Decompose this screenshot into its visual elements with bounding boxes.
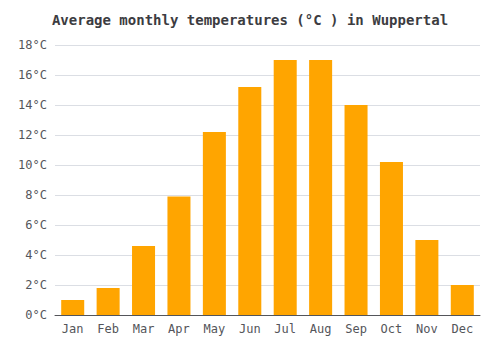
svg-text:18°C: 18°C <box>18 38 47 52</box>
svg-text:8°C: 8°C <box>25 188 47 202</box>
svg-text:Oct: Oct <box>381 322 403 336</box>
svg-text:10°C: 10°C <box>18 158 47 172</box>
svg-text:May: May <box>204 322 226 336</box>
svg-text:Jan: Jan <box>62 322 84 336</box>
svg-text:0°C: 0°C <box>25 308 47 322</box>
svg-text:Nov: Nov <box>416 322 438 336</box>
svg-text:Jul: Jul <box>274 322 296 336</box>
svg-text:4°C: 4°C <box>25 248 47 262</box>
svg-text:Feb: Feb <box>97 322 119 336</box>
svg-text:14°C: 14°C <box>18 98 47 112</box>
svg-text:12°C: 12°C <box>18 128 47 142</box>
svg-text:Mar: Mar <box>133 322 155 336</box>
svg-text:16°C: 16°C <box>18 68 47 82</box>
svg-text:Dec: Dec <box>451 322 473 336</box>
svg-text:Aug: Aug <box>310 322 332 336</box>
svg-text:2°C: 2°C <box>25 278 47 292</box>
svg-text:Average monthly temperatures (: Average monthly temperatures (°C ) in Wu… <box>52 12 448 28</box>
svg-text:6°C: 6°C <box>25 218 47 232</box>
svg-text:Sep: Sep <box>345 322 367 336</box>
svg-text:Apr: Apr <box>168 322 190 336</box>
svg-text:Jun: Jun <box>239 322 261 336</box>
